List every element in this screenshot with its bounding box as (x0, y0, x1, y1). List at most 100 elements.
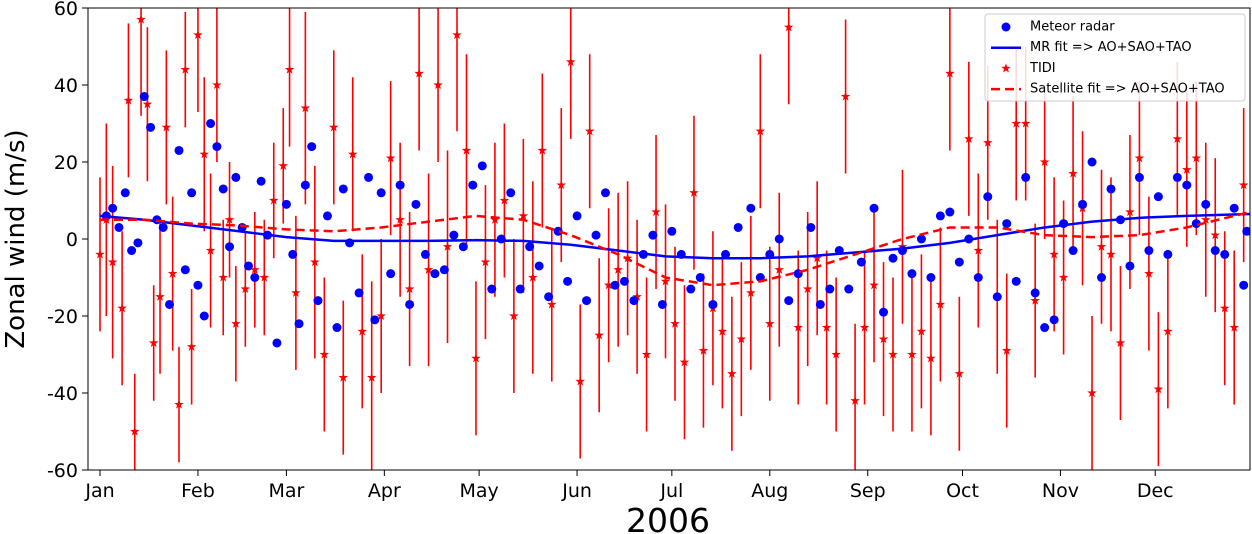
tidi-point (224, 214, 235, 224)
tidi-point (1172, 133, 1183, 143)
x-tick-label: Oct (946, 480, 979, 502)
radar-point (411, 199, 421, 209)
legend-label: MR fit => AO+SAO+TAO (1030, 40, 1192, 55)
tidi-point (480, 257, 491, 267)
tidi-point (490, 214, 500, 224)
plot-frame (87, 7, 1251, 471)
radar-point (1172, 172, 1182, 182)
radar-point (708, 299, 718, 309)
radar-point (187, 188, 197, 198)
tidi-point (357, 326, 367, 336)
tidi-point (1001, 345, 1012, 355)
tidi-point (1144, 268, 1154, 278)
radar-point (544, 292, 554, 302)
radar-point (313, 296, 323, 306)
tidi-point (1096, 241, 1107, 251)
tidi-point (423, 264, 434, 274)
radar-point (515, 284, 525, 294)
radar-point (108, 203, 118, 213)
tidi-point (907, 349, 917, 359)
tidi-point (565, 56, 576, 66)
tidi-point (679, 357, 690, 367)
tidi-point (1106, 249, 1116, 259)
tidi-point (1191, 153, 1202, 163)
radar-point (338, 184, 348, 194)
tidi-point (218, 272, 228, 282)
radar-point (139, 92, 149, 102)
radar-point (458, 242, 468, 252)
tidi-point (319, 349, 330, 359)
tidi-point (926, 353, 936, 363)
radar-point (307, 142, 317, 152)
radar-point (370, 315, 380, 325)
radar-point (935, 211, 945, 221)
legend-marker (1001, 63, 1011, 73)
radar-point (733, 222, 743, 232)
tidi-point (107, 257, 118, 267)
tidi-point (613, 264, 623, 274)
radar-point (907, 269, 917, 279)
tidi-point (1020, 118, 1031, 128)
tidi-point (878, 334, 889, 344)
y-tick-label: 20 (54, 152, 78, 174)
tidi-point (212, 80, 222, 90)
radar-point (721, 249, 731, 259)
tidi-point (142, 99, 153, 109)
tidi-point (1182, 164, 1192, 174)
radar-point (879, 307, 889, 317)
radar-point (1068, 246, 1078, 256)
radar-point (825, 284, 835, 294)
radar-point (133, 238, 143, 248)
tidi-point (945, 68, 955, 78)
tidi-point (123, 95, 134, 105)
radar-point (243, 261, 253, 271)
tidi-point (603, 280, 614, 290)
tidi-point (783, 22, 794, 32)
y-tick-label: 60 (54, 0, 78, 20)
radar-point (395, 180, 405, 190)
tidi-point (954, 368, 965, 378)
legend-marker (1001, 22, 1011, 32)
legend-label: TIDI (1029, 61, 1056, 76)
radar-point (430, 269, 440, 279)
tidi-point (155, 291, 165, 301)
radar-point (332, 323, 342, 333)
radar-point (281, 199, 291, 209)
radar-point (1087, 157, 1097, 167)
radar-point (954, 257, 964, 267)
radar-point (553, 226, 563, 236)
radar-point (1144, 246, 1154, 256)
tidi-point (1134, 153, 1145, 163)
tidi-point (117, 303, 127, 313)
x-tick-label: Mar (268, 480, 304, 502)
radar-point (973, 273, 983, 282)
radar-point (619, 276, 629, 286)
tidi-point (499, 195, 510, 205)
radar-point (629, 296, 639, 306)
radar-point (180, 265, 190, 275)
tidi-point (199, 149, 210, 159)
radar-point (1242, 226, 1250, 236)
radar-point (199, 311, 209, 321)
radar-point (405, 299, 415, 309)
radar-point (856, 257, 866, 267)
radar-point (250, 273, 260, 282)
y-tick-label: -60 (47, 460, 78, 482)
radar-point (992, 292, 1002, 302)
radar-point (496, 234, 506, 244)
x-tick-label: Sep (850, 480, 886, 502)
tidi-point (1087, 388, 1097, 398)
tidi-point (1210, 230, 1220, 240)
x-tick-label: Jul (659, 480, 683, 502)
tidi-point (1011, 118, 1021, 128)
tidi-point (888, 349, 898, 359)
y-tick-label: 0 (66, 229, 78, 251)
radar-point (477, 161, 487, 171)
radar-point (784, 296, 794, 306)
x-tick-label: Dec (1137, 480, 1174, 502)
tidi-point (452, 29, 462, 39)
legend-label: Meteor radar (1030, 20, 1115, 35)
radar-point (1229, 203, 1239, 213)
tidi-point (180, 64, 191, 74)
x-tick-label: Nov (1042, 480, 1079, 502)
